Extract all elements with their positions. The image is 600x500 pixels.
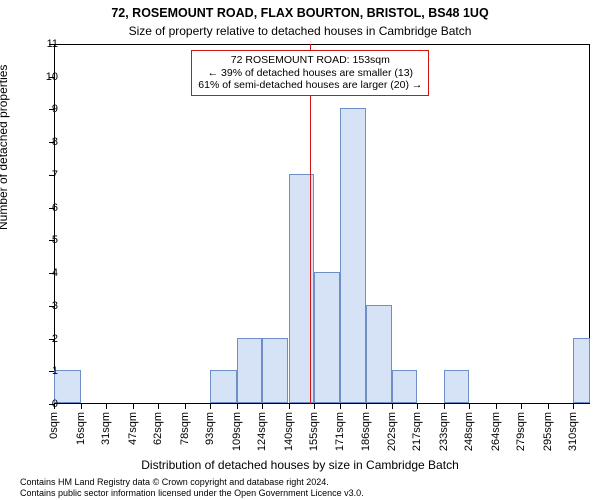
ytick-label: 4 (24, 267, 58, 279)
xtick-mark (289, 404, 290, 409)
xtick-label: 217sqm (411, 412, 423, 451)
xtick-mark (314, 404, 315, 409)
xtick-label: 155sqm (308, 412, 320, 451)
page-title-line2: Size of property relative to detached ho… (0, 24, 600, 38)
ytick-label: 6 (24, 202, 58, 214)
histogram-bar (392, 370, 417, 403)
ytick-label: 5 (24, 234, 58, 246)
xtick-label: 186sqm (360, 412, 372, 451)
xtick-mark (185, 404, 186, 409)
plot-area: 72 ROSEMOUNT ROAD: 153sqm← 39% of detach… (54, 44, 590, 404)
xtick-label: 279sqm (515, 412, 527, 451)
xtick-label: 47sqm (127, 412, 139, 445)
histogram-bar (366, 305, 393, 403)
xtick-label: 78sqm (179, 412, 191, 445)
xtick-mark (133, 404, 134, 409)
x-axis-label: Distribution of detached houses by size … (0, 458, 600, 472)
xtick-mark (106, 404, 107, 409)
xtick-label: 233sqm (438, 412, 450, 451)
histogram-bar (210, 370, 237, 403)
ytick-label: 7 (24, 169, 58, 181)
xtick-mark (496, 404, 497, 409)
xtick-mark (81, 404, 82, 409)
xtick-label: 295sqm (542, 412, 554, 451)
page-title-line1: 72, ROSEMOUNT ROAD, FLAX BOURTON, BRISTO… (0, 6, 600, 20)
xtick-label: 124sqm (256, 412, 268, 451)
xtick-mark (340, 404, 341, 409)
xtick-label: 140sqm (283, 412, 295, 451)
xtick-mark (521, 404, 522, 409)
histogram-bar (444, 370, 469, 403)
xtick-label: 16sqm (75, 412, 87, 445)
xtick-mark (417, 404, 418, 409)
xtick-mark (210, 404, 211, 409)
xtick-label: 93sqm (204, 412, 216, 445)
xtick-label: 310sqm (567, 412, 579, 451)
callout-box: 72 ROSEMOUNT ROAD: 153sqm← 39% of detach… (191, 50, 429, 96)
xtick-mark (366, 404, 367, 409)
ytick-label: 10 (24, 71, 58, 83)
ytick-label: 0 (24, 398, 58, 410)
histogram-bar (54, 370, 81, 403)
footer-attribution: Contains HM Land Registry data © Crown c… (20, 477, 596, 498)
footer-line1: Contains HM Land Registry data © Crown c… (20, 477, 596, 487)
xtick-mark (469, 404, 470, 409)
xtick-mark (392, 404, 393, 409)
footer-line2: Contains public sector information licen… (20, 488, 596, 498)
callout-line: 61% of semi-detached houses are larger (… (198, 79, 422, 92)
histogram-bar (340, 108, 365, 403)
xtick-mark (158, 404, 159, 409)
ytick-label: 3 (24, 300, 58, 312)
ytick-label: 11 (24, 38, 58, 50)
xtick-label: 109sqm (231, 412, 243, 451)
xtick-label: 0sqm (48, 412, 60, 439)
xtick-label: 31sqm (100, 412, 112, 445)
ytick-label: 1 (24, 365, 58, 377)
xtick-label: 202sqm (386, 412, 398, 451)
xtick-label: 62sqm (152, 412, 164, 445)
xtick-label: 248sqm (463, 412, 475, 451)
xtick-label: 171sqm (334, 412, 346, 451)
xtick-mark (262, 404, 263, 409)
histogram-bar (573, 338, 590, 403)
marker-line (310, 44, 311, 404)
chart-container: 72, ROSEMOUNT ROAD, FLAX BOURTON, BRISTO… (0, 0, 600, 500)
histogram-bar (262, 338, 289, 403)
xtick-mark (573, 404, 574, 409)
histogram-bar (237, 338, 262, 403)
histogram-bar (314, 272, 341, 403)
xtick-mark (444, 404, 445, 409)
y-axis-label: Number of detached properties (0, 65, 10, 230)
xtick-label: 264sqm (490, 412, 502, 451)
ytick-label: 9 (24, 103, 58, 115)
callout-line: 72 ROSEMOUNT ROAD: 153sqm (198, 54, 422, 67)
ytick-label: 2 (24, 333, 58, 345)
callout-line: ← 39% of detached houses are smaller (13… (198, 67, 422, 80)
xtick-mark (237, 404, 238, 409)
ytick-label: 8 (24, 136, 58, 148)
xtick-mark (548, 404, 549, 409)
